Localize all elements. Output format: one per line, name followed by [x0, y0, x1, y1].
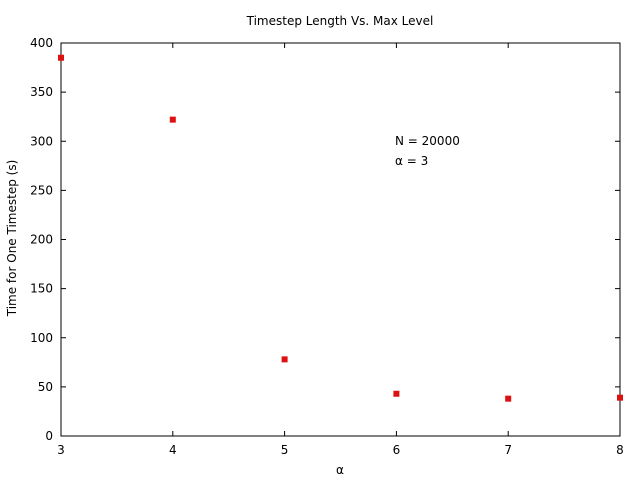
data-point — [617, 394, 623, 401]
data-point — [393, 390, 400, 397]
y-axis-label: Time for One Timestep (s) — [5, 160, 19, 318]
x-tick-label: 8 — [616, 443, 624, 457]
data-points — [58, 54, 623, 402]
y-tick-label: 400 — [30, 36, 53, 50]
x-tick-labels: 3 4 5 6 7 8 — [57, 443, 624, 457]
annotation-n: N = 20000 — [395, 134, 460, 148]
data-point — [505, 395, 512, 402]
y-tick-labels: 0 50 100 150 200 250 300 350 400 — [30, 36, 53, 443]
y-tick-label: 150 — [30, 282, 53, 296]
x-tick-label: 3 — [57, 443, 65, 457]
y-tick-label: 200 — [30, 233, 53, 247]
plot-frame — [60, 42, 621, 437]
x-tick-label: 7 — [504, 443, 512, 457]
y-tick-label: 50 — [38, 380, 53, 394]
y-tick-label: 300 — [30, 134, 53, 148]
x-tick-label: 6 — [393, 443, 401, 457]
y-tick-label: 250 — [30, 183, 53, 197]
x-tick-label: 5 — [281, 443, 289, 457]
chart-title: Timestep Length Vs. Max Level — [246, 14, 434, 28]
y-tick-label: 350 — [30, 85, 53, 99]
data-point — [281, 356, 288, 363]
y-tick-label: 100 — [30, 331, 53, 345]
annotation-alpha: α = 3 — [395, 154, 428, 168]
x-axis-label: α — [336, 463, 344, 477]
data-point — [169, 116, 176, 123]
y-tick-label: 0 — [45, 429, 53, 443]
x-tick-label: 4 — [169, 443, 177, 457]
axis-ticks — [60, 42, 621, 437]
data-point — [58, 54, 64, 61]
